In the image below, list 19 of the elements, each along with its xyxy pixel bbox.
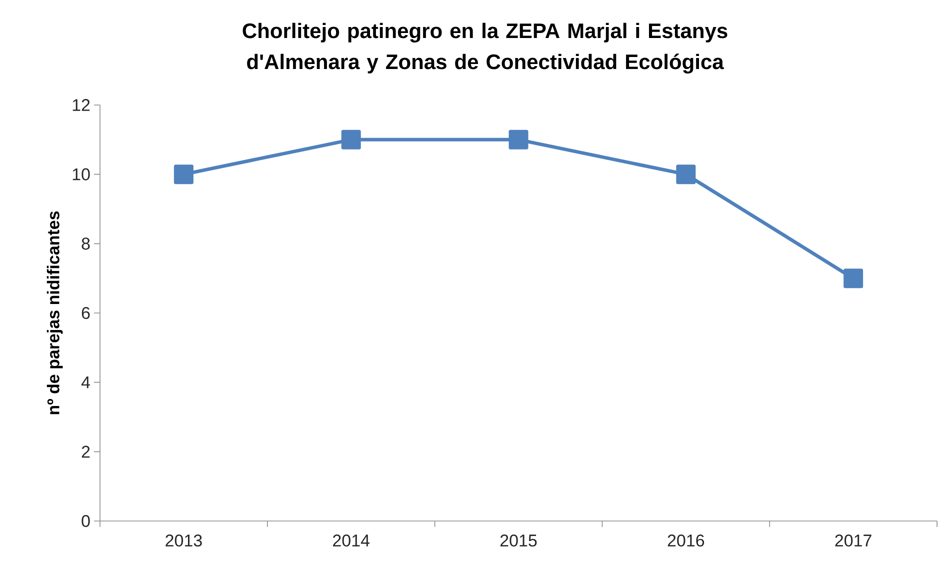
x-tick-label: 2015 bbox=[500, 534, 537, 547]
y-tick-label: 8 bbox=[82, 238, 90, 250]
x-tick-label: 2013 bbox=[166, 534, 202, 547]
y-axis-title: nº de parejas nidificantes bbox=[46, 211, 63, 414]
point bbox=[676, 164, 696, 184]
y-tick-label: 4 bbox=[81, 376, 90, 388]
x-tick-label: 2014 bbox=[333, 534, 370, 547]
x-tick-label: 2017 bbox=[835, 534, 872, 547]
y-tick-label: 0 bbox=[82, 514, 90, 528]
chart-title: Chorlitejo patinegro en la ZEPA Marjal i Estanys d'Almenara y Zonas de Conectividad Ecológica bbox=[242, 22, 728, 74]
point bbox=[844, 268, 864, 288]
y-tick-label: 6 bbox=[82, 306, 90, 320]
point bbox=[508, 130, 528, 150]
x-tick-label: 2016 bbox=[668, 534, 704, 547]
y-tick-label: 2 bbox=[82, 446, 90, 458]
point bbox=[174, 164, 194, 184]
y-tick-label: 10 bbox=[72, 168, 90, 180]
point bbox=[341, 130, 361, 150]
y-tick-label: 12 bbox=[72, 99, 90, 111]
